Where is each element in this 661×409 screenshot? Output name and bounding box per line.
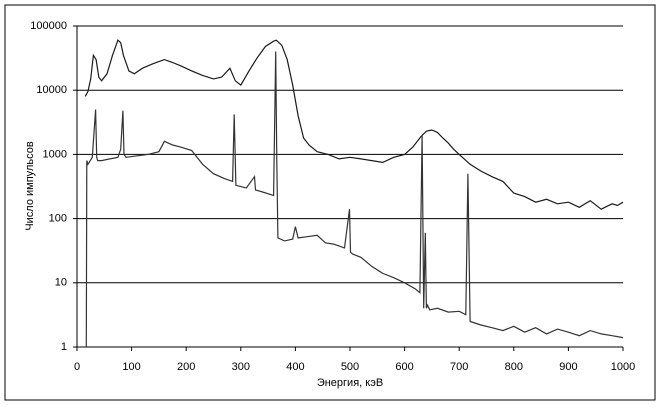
y-tick-label: 10 xyxy=(55,277,67,289)
x-tick-label: 900 xyxy=(559,361,577,373)
y-tick-label: 10000 xyxy=(36,84,67,96)
y-tick-label: 100 xyxy=(49,213,67,225)
frame xyxy=(4,4,656,401)
y-tick-label: 100000 xyxy=(30,20,67,32)
x-tick-label: 700 xyxy=(450,361,468,373)
series-line xyxy=(84,39,624,210)
x-tick-label: 100 xyxy=(122,361,140,373)
x-tick-label: 1000 xyxy=(611,361,635,373)
y-axis-label: Число импульсов xyxy=(24,141,36,231)
x-axis-label: Энергия, кэВ xyxy=(317,377,383,389)
x-tick-label: 600 xyxy=(395,361,413,373)
x-tick-label: 500 xyxy=(341,361,359,373)
y-tick-label: 1000 xyxy=(43,148,67,160)
x-tick-label: 300 xyxy=(232,361,250,373)
y-tick-label: 1 xyxy=(61,341,67,353)
x-tick-label: 0 xyxy=(74,361,80,373)
series-line xyxy=(85,51,624,348)
x-tick-label: 800 xyxy=(505,361,523,373)
x-tick-label: 400 xyxy=(286,361,304,373)
x-tick-label: 200 xyxy=(177,361,195,373)
